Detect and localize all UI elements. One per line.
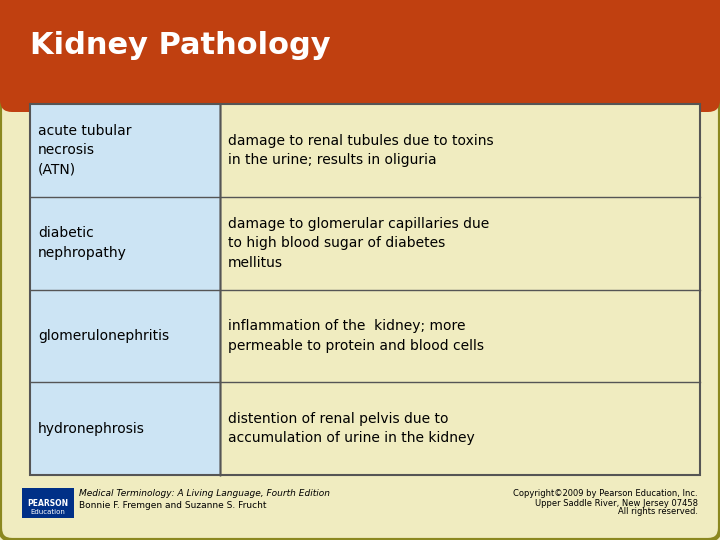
Bar (220, 104, 700, 197)
Text: Medical Terminology: A Living Language, Fourth Edition: Medical Terminology: A Living Language, … (79, 489, 330, 498)
Text: diabetic
nephropathy: diabetic nephropathy (38, 226, 127, 260)
Text: inflammation of the  kidney; more
permeable to protein and blood cells: inflammation of the kidney; more permeab… (228, 319, 484, 353)
Text: damage to glomerular capillaries due
to high blood sugar of diabetes
mellitus: damage to glomerular capillaries due to … (228, 217, 490, 269)
Bar (30, 104, 220, 197)
Bar (30, 289, 220, 382)
Text: PEARSON: PEARSON (27, 498, 68, 508)
Text: Upper Saddle River, New Jersey 07458: Upper Saddle River, New Jersey 07458 (535, 498, 698, 508)
Text: All rights reserved.: All rights reserved. (618, 508, 698, 516)
Text: distention of renal pelvis due to
accumulation of urine in the kidney: distention of renal pelvis due to accumu… (228, 412, 474, 445)
Text: Copyright©2009 by Pearson Education, Inc.: Copyright©2009 by Pearson Education, Inc… (513, 489, 698, 498)
Text: Kidney Pathology: Kidney Pathology (30, 30, 330, 59)
Bar (30, 382, 220, 475)
Bar (220, 197, 700, 289)
Text: glomerulonephritis: glomerulonephritis (38, 329, 169, 343)
Text: acute tubular
necrosis
(ATN): acute tubular necrosis (ATN) (38, 124, 132, 177)
Bar (12, 70, 708, 100)
Text: Bonnie F. Fremgen and Suzanne S. Frucht: Bonnie F. Fremgen and Suzanne S. Frucht (79, 502, 266, 510)
FancyBboxPatch shape (0, 0, 720, 112)
Bar (30, 197, 220, 289)
Bar (220, 289, 700, 382)
Bar (22, 488, 74, 518)
Bar (220, 382, 700, 475)
Bar (30, 104, 700, 475)
Text: hydronephrosis: hydronephrosis (38, 422, 145, 436)
Text: Education: Education (30, 509, 66, 515)
Text: damage to renal tubules due to toxins
in the urine; results in oliguria: damage to renal tubules due to toxins in… (228, 133, 494, 167)
